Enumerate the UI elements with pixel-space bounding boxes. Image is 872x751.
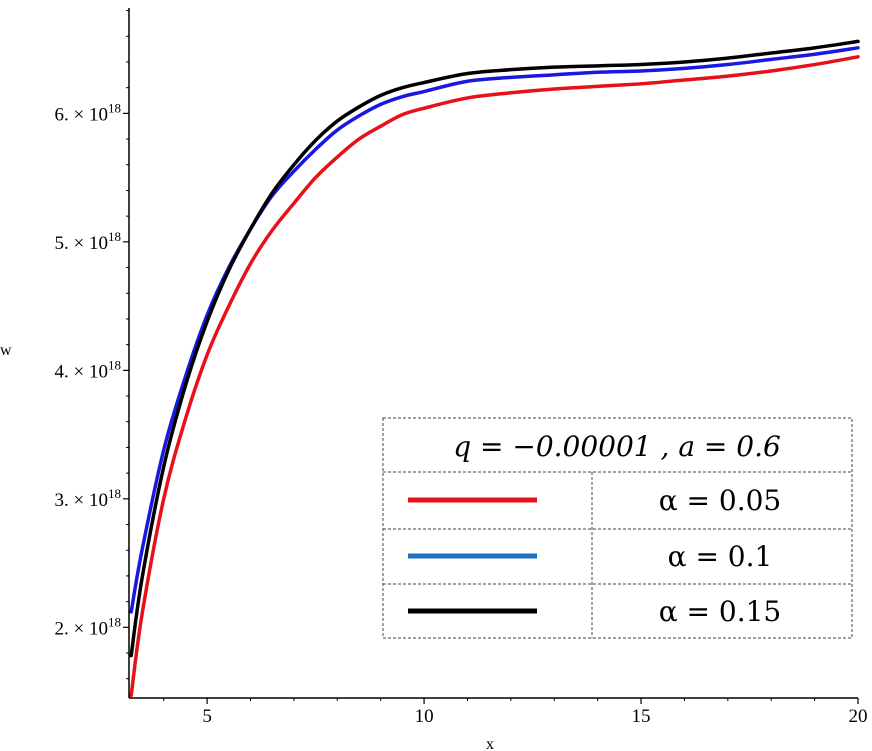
legend: q = −0.00001 , a = 0.6 α = 0.05α = 0.1α … [382,417,853,639]
legend-entries: α = 0.05 α = 0.1 α = 0.15 [408,484,781,628]
x-ticks: 5 10 15 20 [163,698,868,727]
y-tick-label: 3. × 1018 [55,486,121,511]
y-tick-label: 6. × 1018 [55,100,121,125]
legend-label-3: α = 0.15 [659,595,782,628]
series-line-1 [129,55,860,698]
y-axis-title: w [0,342,12,359]
series-line-3 [129,39,860,658]
x-axis-title: x [486,736,494,751]
y-tick-label: 2. × 1018 [55,614,121,639]
series-layer [129,39,860,698]
legend-title: q = −0.00001 , a = 0.6 [453,430,781,463]
x-tick-label: 10 [415,706,434,727]
legend-label-1: α = 0.05 [659,484,782,517]
series-line-2 [129,46,860,614]
y-tick-label: 5. × 1018 [55,229,121,254]
y-ticks: 2. × 1018 3. × 1018 4. × 1018 5. × 1018 6. ×… [55,10,129,680]
y-tick-label: 4. × 1018 [55,357,121,382]
legend-frame [382,417,853,639]
x-tick-label: 20 [849,706,868,727]
x-tick-label: 5 [202,706,212,727]
legend-label-2: α = 0.1 [668,540,773,573]
x-tick-label: 15 [632,706,651,727]
